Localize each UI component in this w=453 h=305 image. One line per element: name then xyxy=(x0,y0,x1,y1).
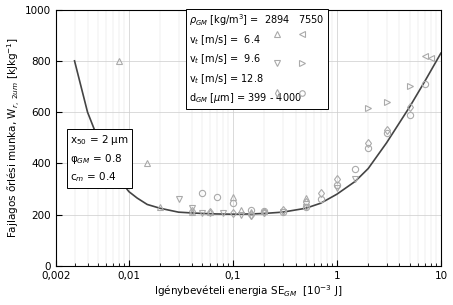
X-axis label: Igénybevételi energia SE$_{GM}$  [10$^{-3}$ J]: Igénybevételi energia SE$_{GM}$ [10$^{-3… xyxy=(154,284,343,300)
Y-axis label: Fajlagos őrlési munka, W$_{r,\ 2um}$ [kJkg$^{-1}$]: Fajlagos őrlési munka, W$_{r,\ 2um}$ [kJ… xyxy=(5,37,23,238)
Text: x$_{50}$ = 2 μm
φ$_{GM}$ = 0.8
c$_m$ = 0.4: x$_{50}$ = 2 μm φ$_{GM}$ = 0.8 c$_m$ = 0… xyxy=(70,133,129,185)
Text: $\rho_{GM}$ [kg/m$^3$] =  2894   7550
v$_t$ [m/s] =  6.4
v$_t$ [m/s] =  9.6
v$_t: $\rho_{GM}$ [kg/m$^3$] = 2894 7550 v$_t$… xyxy=(189,12,324,105)
